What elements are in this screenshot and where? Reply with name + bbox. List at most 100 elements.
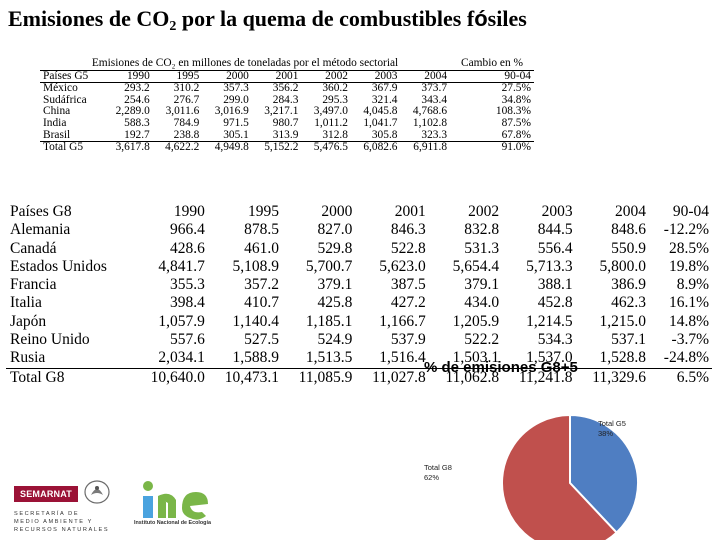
g8-cell: 1,166.7: [379, 312, 426, 330]
g8-cell: 524.9: [317, 331, 353, 349]
g8-row-label: Japón: [10, 312, 47, 330]
pie-value-label: 38%: [598, 429, 613, 438]
g8-cell: 527.5: [244, 331, 279, 349]
g8-header-cell: 1990: [173, 203, 205, 220]
g8-cell: 427.2: [390, 294, 426, 312]
page-title: Emisiones de CO2 por la quema de combust…: [8, 6, 527, 35]
g5-total-cell: 6,911.8: [400, 141, 451, 154]
g8-header-cell: 2001: [394, 203, 426, 220]
g8-cell: 848.6: [611, 221, 646, 239]
g8-cell: 19.8%: [668, 257, 709, 275]
g5-header-row: Países G5 1990 1995 2000 2001 2002 2003 2004 90-…: [40, 70, 534, 84]
g8-cell: 534.3: [537, 331, 573, 349]
pie-label: Total G8: [424, 463, 452, 472]
g5-cell: 2,289.0: [115, 105, 150, 118]
g5-header-cell: 90-04: [450, 70, 534, 84]
g8-cell: 2,034.1: [158, 349, 205, 367]
g8-cell: 556.4: [537, 239, 573, 257]
g8-header-cell: 1995: [247, 203, 279, 220]
g5-row-label: Sudáfrica: [43, 93, 87, 106]
g8-header-row: Países G8 1990 1995 2000 2001 2002 2003 2004 90-…: [6, 203, 712, 221]
g8-total-cell: 10,473.1: [207, 367, 282, 387]
g8-emissions-table: Países G8 1990 1995 2000 2001 2002 2003 2004 90-…: [6, 203, 712, 387]
g8-table-row: Francia 355.3 357.2 379.1 387.5 379.1 388.1 386…: [6, 276, 712, 294]
title-accent-letter: ó: [474, 6, 488, 31]
g5-cell: 321.4: [371, 93, 398, 106]
g8-cell: 5,108.9: [232, 257, 279, 275]
g8-table-row: Canadá 428.6 461.0 529.8 522.8 531.3 556.4 550.…: [6, 240, 712, 258]
g5-cell: 343.4: [421, 93, 448, 106]
title-text: Emisiones de CO: [8, 6, 170, 31]
g5-cell: 1,011.2: [314, 116, 348, 129]
semarnat-name: SEMARNAT: [14, 486, 78, 502]
g8-cell: 537.9: [390, 331, 426, 349]
g5-cell: 293.2: [124, 82, 150, 95]
g5-table-row: Sudáfrica 254.6 276.7 299.0 284.3 295.3 321.4 3…: [40, 93, 534, 107]
pie-value-label: 62%: [424, 473, 439, 482]
g8-cell: 531.3: [464, 239, 500, 257]
g8-cell: 844.5: [537, 221, 573, 239]
g8-cell: 1,185.1: [305, 312, 353, 330]
g5-change-caption: Cambio en %: [450, 57, 534, 71]
g8-row-label: Reino Unido: [10, 331, 90, 349]
g8-cell: 398.4: [169, 294, 205, 312]
g5-cell: 980.7: [272, 116, 299, 129]
g5-cell: 312.8: [322, 128, 348, 141]
g8-table-row: Estados Unidos 4,841.7 5,108.9 5,700.7 5,623…: [6, 258, 712, 276]
g8-total-cell: 6.5%: [648, 367, 712, 387]
g8-cell: 5,654.4: [452, 257, 500, 275]
g8-cell: 5,800.0: [599, 257, 646, 275]
g8-total-cell: 11,329.6: [575, 367, 649, 387]
g8-cell: 832.8: [464, 221, 500, 239]
g8-cell: 1,516.4: [379, 349, 426, 367]
g8-cell: 522.8: [390, 239, 426, 257]
g5-total-cell: 4,949.8: [202, 141, 252, 154]
g8-cell: 14.8%: [668, 312, 709, 330]
g8-cell: 846.3: [390, 221, 426, 239]
g5-cell: 784.9: [173, 116, 200, 129]
g8-cell: 5,713.3: [526, 257, 573, 275]
title-subscript: 2: [169, 19, 177, 34]
ine-caption: Instituto Nacional de Ecología: [134, 520, 211, 526]
g8-cell: 1,588.9: [232, 349, 279, 367]
g8-cell: 387.5: [390, 276, 426, 294]
g8-header-cell: 90-04: [672, 203, 709, 220]
g5-cell: 1,102.8: [412, 116, 448, 129]
g8-total-row: Total G8 10,640.0 10,473.1 11,085.9 11,027.8…: [6, 367, 712, 387]
g5-cell: 360.2: [322, 82, 348, 95]
g5-cell: 310.2: [173, 82, 200, 95]
g8-table-row: Reino Unido 557.6 527.5 524.9 537.9 522.2 534.…: [6, 331, 712, 349]
g5-cell: 1,041.7: [363, 116, 398, 129]
g5-cell: 373.7: [421, 82, 448, 95]
g8-total-cell: 11,085.9: [281, 367, 356, 387]
g5-cell: 254.6: [124, 93, 150, 106]
g5-cell: 295.3: [322, 93, 348, 106]
g5-table-row: México 293.2 310.2 357.3 356.2 360.2 367.9 373.…: [40, 82, 534, 95]
g5-cell: 284.3: [272, 93, 299, 106]
g8-total-cell: 10,640.0: [133, 367, 208, 387]
g5-cell: 3,016.9: [214, 105, 249, 118]
g8-cell: 1,214.5: [526, 312, 573, 330]
g8-cell: 386.9: [611, 276, 646, 294]
g5-cell: 108.3%: [495, 105, 531, 118]
g8-table-row: Alemania 966.4 878.5 827.0 846.3 832.8 844.5 84…: [6, 221, 712, 239]
g5-header-cell: 2000: [202, 70, 252, 84]
g8-header-cell: 2004: [614, 203, 646, 220]
semarnat-logo: SEMARNAT SECRETARÍA DE MEDIO AMBIENTE Y …: [8, 470, 126, 538]
title-text-mid: por la quema de combustibles f: [176, 6, 475, 31]
g5-total-cell: 3,617.8: [103, 141, 153, 154]
g8-table-row: Rusia 2,034.1 1,588.9 1,513.5 1,516.4 1,503.1…: [6, 349, 712, 368]
g8-cell: 1,503.1: [452, 349, 500, 367]
g8-cell: 537.1: [611, 331, 646, 349]
g8-cell: 966.4: [169, 221, 205, 239]
g8-cell: 425.8: [317, 294, 353, 312]
g5-total-cell: 91.0%: [450, 141, 534, 154]
g5-cell: 3,497.0: [313, 105, 348, 118]
semarnat-line-1: SECRETARÍA DE: [14, 511, 80, 517]
g8-cell: 357.2: [244, 276, 279, 294]
g5-cell: 27.5%: [501, 82, 531, 95]
g5-cell: 87.5%: [501, 116, 531, 129]
g8-row-label: Francia: [10, 276, 57, 294]
g5-cell: 357.3: [223, 82, 249, 95]
g5-table-row: India 588.3 784.9 971.5 980.7 1,011.2 1,041.7 1…: [40, 116, 534, 130]
